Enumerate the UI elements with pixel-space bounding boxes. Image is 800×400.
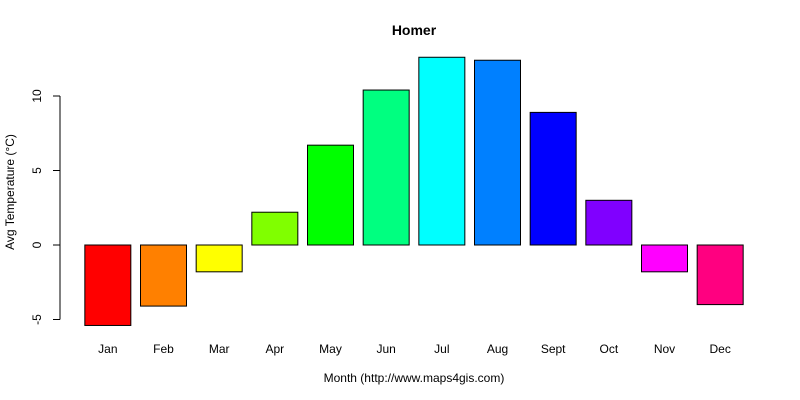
bar-oct (585, 199, 633, 246)
bar-apr (251, 211, 299, 246)
x-tick-label-apr: Apr (265, 342, 284, 356)
bar-nov (641, 244, 688, 273)
x-tick-label-feb: Feb (153, 342, 174, 356)
bar-jan (84, 244, 132, 326)
bar-jun (362, 89, 410, 246)
y-tick-label: 10 (30, 89, 44, 103)
x-tick-label-dec: Dec (709, 342, 730, 356)
bar-sept (529, 111, 577, 246)
bar-aug (474, 59, 521, 246)
x-tick-label-jul: Jul (434, 342, 449, 356)
x-tick-label-nov: Nov (654, 342, 675, 356)
x-tick-label-mar: Mar (209, 342, 230, 356)
y-tick-label: 5 (30, 167, 44, 174)
x-tick-label-may: May (319, 342, 342, 356)
bar-mar (195, 244, 243, 273)
x-axis-label: Month (http://www.maps4gis.com) (324, 371, 505, 385)
y-tick-label: -5 (30, 314, 44, 325)
y-axis-label: Avg Temperature (°C) (3, 134, 17, 250)
x-tick-labels: Jan Feb Mar Apr May Jun Jul Aug Sept Oct Nov Dec (98, 342, 731, 356)
x-tick-label-jun: Jun (376, 342, 395, 356)
x-tick-label-oct: Oct (600, 342, 619, 356)
bar-may (307, 144, 354, 246)
y-axis: -5 0 5 10 (30, 89, 61, 325)
y-tick-label: 0 (30, 241, 44, 248)
chart-title: Homer (392, 22, 437, 38)
bar-feb (140, 244, 187, 307)
bar-jul (418, 56, 466, 246)
bars-group (84, 56, 744, 326)
bar-dec (696, 244, 744, 306)
x-tick-label-sept: Sept (541, 342, 566, 356)
x-tick-label-aug: Aug (487, 342, 508, 356)
x-tick-label-jan: Jan (98, 342, 117, 356)
